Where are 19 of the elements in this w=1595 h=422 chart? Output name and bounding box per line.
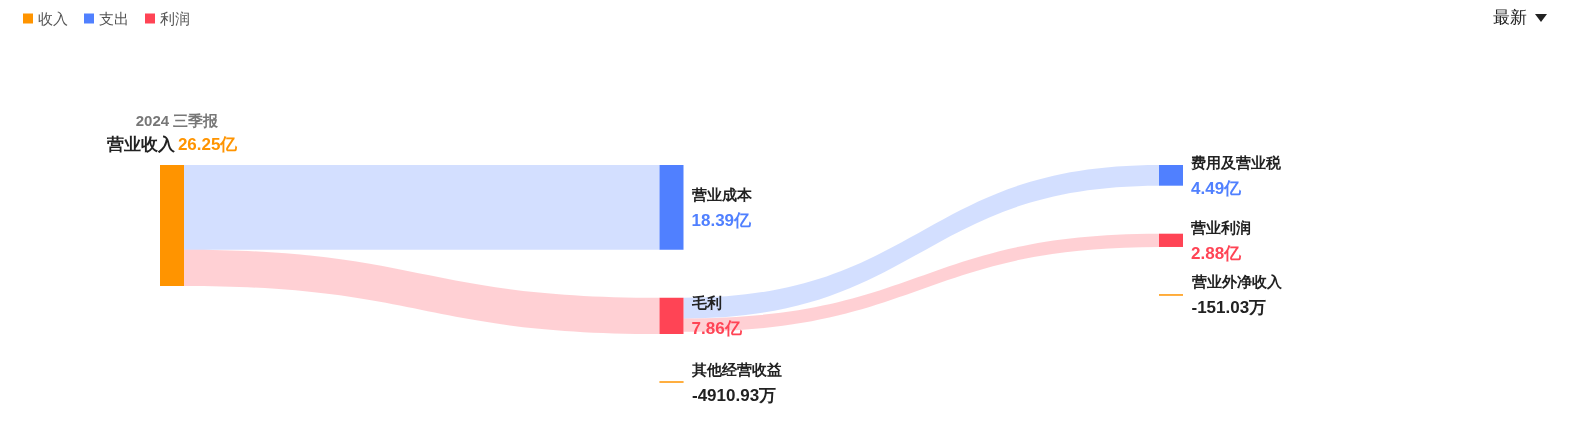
text: 2024 三季报 bbox=[135, 112, 220, 129]
legend-label: 利润 bbox=[160, 10, 190, 27]
category-label: 费用及营业税 bbox=[1190, 153, 1282, 171]
legend-label: 收入 bbox=[38, 10, 68, 27]
data-label: 26.25亿 bbox=[177, 135, 239, 154]
category-label: 营业成本 bbox=[690, 185, 753, 203]
category-label: 营业外净收入 bbox=[1190, 273, 1283, 291]
text: 最新 bbox=[1493, 6, 1527, 29]
data-label: -151.03万 bbox=[1191, 298, 1267, 318]
category-label: 营业收入 bbox=[105, 135, 176, 154]
data-label: 7.86亿 bbox=[691, 319, 743, 339]
category-label: 营业利润 bbox=[1190, 218, 1251, 236]
data-label: 4.49亿 bbox=[1191, 178, 1243, 198]
category-label: 毛利 bbox=[690, 294, 722, 312]
legend-label: 支出 bbox=[99, 10, 129, 27]
category-label: 其他经营收益 bbox=[691, 360, 782, 378]
data-label: 18.39亿 bbox=[691, 210, 753, 230]
data-label: -4910.93万 bbox=[692, 385, 777, 405]
data-label: 2.88亿 bbox=[1191, 243, 1243, 263]
